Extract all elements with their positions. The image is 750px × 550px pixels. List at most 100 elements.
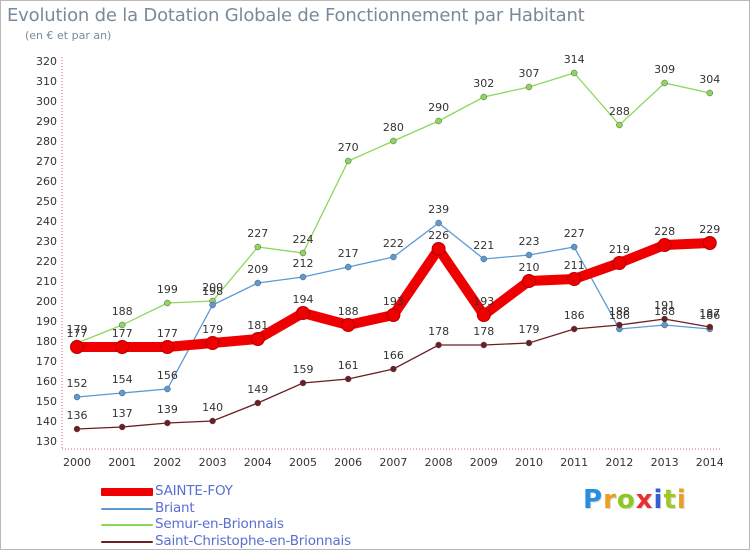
data-point	[344, 263, 352, 271]
data-point	[476, 308, 491, 322]
data-label: 199	[157, 283, 178, 296]
brand-letter: t	[663, 485, 677, 515]
data-point	[657, 238, 672, 252]
legend-label: SAINTE-FOY	[155, 483, 233, 499]
data-label: 227	[247, 227, 268, 240]
data-label: 224	[293, 233, 314, 246]
x-tick-label: 2011	[560, 456, 588, 469]
data-point	[706, 89, 714, 97]
data-label: 177	[157, 327, 178, 340]
y-tick-label: 260	[36, 175, 57, 188]
data-label: 211	[564, 259, 585, 272]
data-point	[341, 318, 356, 332]
data-label: 136	[67, 409, 88, 422]
data-point	[570, 325, 578, 333]
data-point	[661, 321, 668, 329]
y-tick-label: 310	[36, 75, 57, 88]
data-point	[435, 117, 442, 125]
data-point	[205, 336, 220, 350]
data-label: 217	[338, 247, 359, 260]
data-label: 314	[564, 53, 585, 66]
data-point	[480, 341, 488, 349]
data-point	[480, 93, 488, 101]
data-point	[299, 273, 307, 281]
y-tick-label: 160	[36, 375, 57, 388]
data-label: 227	[564, 227, 585, 240]
data-label: 288	[609, 105, 630, 118]
data-point	[661, 315, 668, 323]
data-point	[435, 341, 442, 349]
data-point	[115, 340, 130, 354]
data-point	[702, 236, 717, 250]
data-label: 177	[67, 327, 88, 340]
data-label: 194	[293, 293, 314, 306]
data-point	[118, 389, 126, 397]
y-tick-label: 180	[36, 335, 57, 348]
data-label: 186	[699, 309, 720, 322]
data-point	[706, 323, 714, 331]
x-tick-label: 2007	[379, 456, 407, 469]
data-point	[525, 83, 533, 91]
y-tick-label: 210	[36, 275, 57, 288]
data-label: 304	[699, 73, 720, 86]
y-tick-label: 230	[36, 235, 57, 248]
data-point	[661, 79, 668, 87]
data-point	[118, 321, 126, 329]
x-tick-label: 2003	[199, 456, 227, 469]
data-label: 221	[473, 239, 494, 252]
legend-swatch	[101, 488, 153, 496]
brand-letter: i	[676, 485, 687, 515]
data-label: 309	[654, 63, 675, 76]
data-label: 140	[202, 401, 223, 414]
x-tick-label: 2006	[334, 456, 362, 469]
y-tick-label: 320	[36, 55, 57, 68]
legend-swatch	[101, 540, 153, 543]
x-tick-label: 2005	[289, 456, 317, 469]
data-label: 229	[699, 223, 720, 236]
data-label: 219	[609, 243, 630, 256]
x-tick-label: 2012	[605, 456, 633, 469]
x-tick-label: 2010	[515, 456, 543, 469]
y-tick-label: 300	[36, 95, 57, 108]
chart-subtitle: (en € et par an)	[25, 29, 112, 42]
data-point	[390, 365, 397, 373]
data-point	[612, 256, 627, 270]
data-label: 290	[428, 101, 449, 114]
data-label: 280	[383, 121, 404, 134]
data-label: 137	[112, 407, 133, 420]
data-label: 198	[202, 285, 223, 298]
data-point	[522, 274, 536, 288]
data-label: 186	[564, 309, 585, 322]
data-point	[70, 340, 84, 354]
data-point	[164, 419, 171, 427]
data-point	[480, 255, 488, 263]
x-tick-label: 2000	[63, 456, 91, 469]
y-tick-label: 190	[36, 315, 57, 328]
data-point	[567, 272, 582, 286]
y-tick-label: 170	[36, 355, 57, 368]
legend-swatch	[101, 524, 153, 526]
y-tick-label: 130	[36, 435, 57, 448]
data-label: 210	[519, 261, 540, 274]
data-point	[525, 251, 533, 259]
data-point	[73, 393, 81, 401]
data-point	[390, 253, 397, 261]
data-point	[525, 339, 533, 347]
data-point	[570, 69, 578, 77]
data-point	[570, 243, 578, 251]
data-point	[344, 157, 352, 165]
data-point	[254, 279, 262, 287]
data-point	[616, 321, 623, 329]
legend-swatch	[101, 507, 153, 510]
data-point	[254, 243, 262, 251]
brand-letter: P	[583, 485, 604, 515]
data-point	[616, 121, 623, 129]
data-label: 179	[202, 323, 223, 336]
brand-letter: o	[616, 485, 636, 515]
y-tick-label: 250	[36, 195, 57, 208]
data-label: 188	[609, 305, 630, 318]
data-label: 179	[519, 323, 540, 336]
data-point	[296, 306, 310, 320]
x-tick-label: 2004	[244, 456, 272, 469]
